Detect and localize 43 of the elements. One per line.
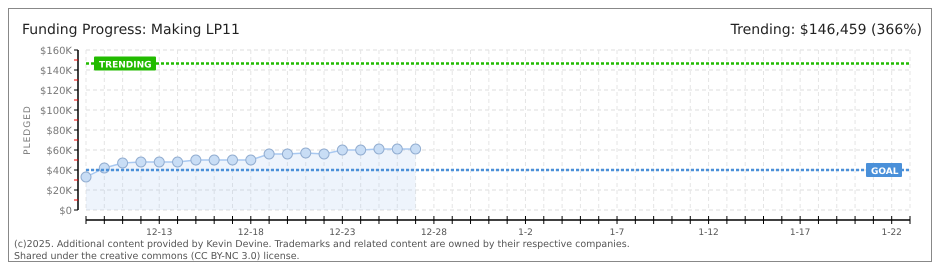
point	[172, 156, 184, 168]
y-axis-title: PLEDGED	[23, 105, 33, 155]
point	[190, 154, 202, 166]
point	[80, 172, 92, 182]
point	[117, 158, 128, 168]
point	[154, 156, 165, 168]
point	[264, 148, 275, 160]
point	[135, 156, 146, 168]
x-tick-label: 12-13	[146, 228, 172, 238]
x-tick-label: 12-28	[420, 228, 448, 238]
y-tick-label: $120K	[40, 86, 72, 97]
point	[300, 148, 312, 158]
x-tick-label: 1-7	[610, 228, 624, 238]
point	[392, 144, 403, 154]
x-tick-label: 12-23	[329, 228, 356, 238]
point	[373, 144, 384, 154]
y-tick-label: $20K	[46, 186, 72, 197]
chart-subtitle: Trending: $146,459 (366%)	[730, 22, 922, 38]
ref-line-label: GOAL	[871, 167, 899, 177]
x-tick-label: 12-18	[238, 228, 264, 238]
y-tick-label: $160K	[40, 46, 72, 57]
chart-title: Funding Progress: Making LP11	[22, 22, 240, 38]
text: (c)2025. Additional content provided by Kevin Devine. Trademarks and related content are owned by their respective companies.	[14, 239, 630, 250]
point	[336, 144, 348, 156]
y-tick-label: $140K	[40, 66, 72, 77]
text: Shared under the creative commons (CC BY-NC 3.0) license.	[14, 251, 300, 262]
y-tick-label: $80K	[46, 126, 72, 137]
y-tick-label: $100K	[40, 106, 72, 117]
point	[282, 148, 293, 160]
point	[410, 144, 422, 154]
x-tick-label: 1-12	[698, 228, 719, 238]
point	[245, 154, 256, 166]
point	[208, 154, 220, 166]
y-tick-label: $0	[59, 206, 72, 217]
x-tick-label: 1-22	[881, 228, 902, 238]
point	[318, 148, 330, 160]
x-tick-label: 1-2	[518, 228, 533, 238]
x-tick-label: 1-17	[790, 228, 810, 238]
point	[226, 154, 238, 166]
ref-line-label: TRENDING	[99, 60, 152, 71]
point	[355, 144, 366, 156]
y-tick-label: $60K	[46, 146, 72, 157]
y-tick-label: $40K	[46, 166, 72, 177]
